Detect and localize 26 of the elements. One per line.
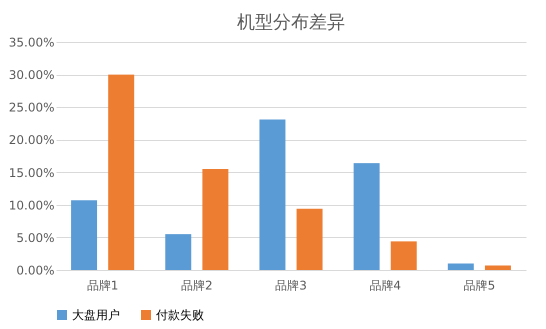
bar [108, 74, 134, 270]
x-tick-label: 品牌4 [369, 278, 402, 292]
bar [448, 263, 474, 270]
bar [71, 200, 98, 270]
legend-label: 大盘用户 [72, 308, 120, 322]
legend-label: 付款失败 [155, 308, 204, 322]
y-tick-label: 10.00% [8, 198, 54, 212]
x-tick-label: 品牌5 [464, 278, 496, 292]
bar [390, 241, 417, 270]
chart-title: 机型分布差异 [237, 12, 345, 33]
x-tick-label: 品牌1 [86, 278, 118, 292]
y-tick-label: 15.00% [8, 166, 54, 180]
bar [484, 265, 511, 270]
x-tick-label: 品牌2 [180, 278, 213, 292]
bar [354, 163, 380, 270]
x-tick-label: 品牌3 [275, 278, 307, 292]
bar [202, 169, 228, 270]
bar [259, 120, 286, 270]
bar [296, 208, 323, 270]
y-tick-label: 5.00% [16, 230, 54, 245]
y-tick-label: 20.00% [8, 133, 54, 148]
y-tick-label: 30.00% [8, 68, 54, 82]
y-tick-label: 0.00% [16, 264, 54, 278]
y-tick-label: 25.00% [8, 100, 54, 115]
y-tick-label: 35.00% [8, 36, 54, 50]
bar [165, 234, 192, 270]
